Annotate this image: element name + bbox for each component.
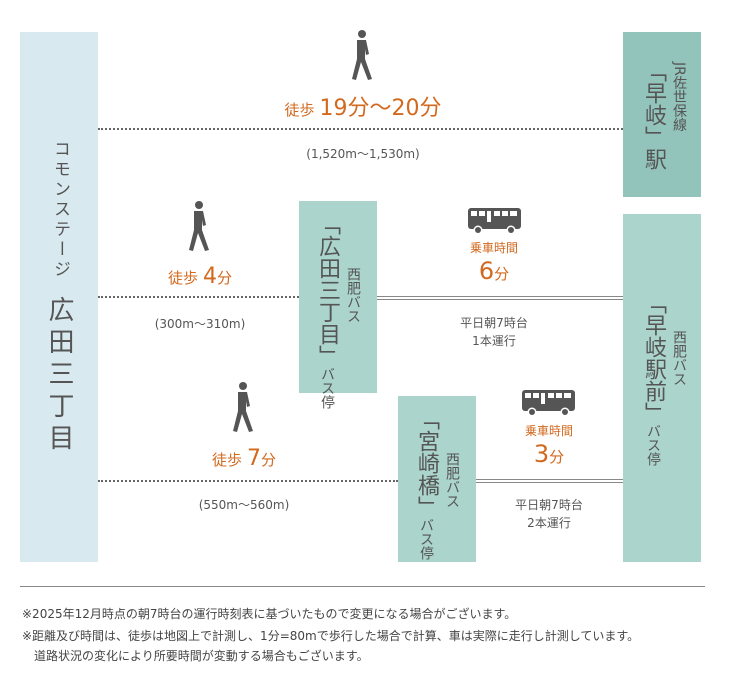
hirota-walk-time: 徒歩 4分 (168, 264, 232, 289)
hayaki-ekimae-stop-box: 「早岐駅前」バス停 西肥バス (623, 214, 701, 562)
ride-unit: 分 (494, 265, 510, 283)
jr-distance: (1,520m〜1,530m) (306, 147, 420, 161)
walk-line-jr (98, 128, 623, 130)
miyazaki-stop-name: 「宮崎橋」バス停 (410, 408, 442, 560)
miyazaki-ride-label: 乗車時間 (524, 424, 574, 438)
walk-line-hirota (98, 296, 299, 298)
miyazaki-suffix: バス停 (418, 518, 434, 560)
ekimae-name-text: 「早岐駅前」 (641, 292, 666, 424)
jr-hayaki-station-box: 「早岐」駅 JR佐世保線 (623, 32, 701, 197)
walk-line-miyazaki (98, 480, 398, 482)
hirota-distance: (300m〜310m) (154, 317, 246, 331)
footnote: 道路状況の変化により所要時間が変動する場合もございます。 (22, 649, 369, 663)
miyazaki-name-text: 「宮崎橋」 (414, 408, 439, 518)
origin-name: 広田三丁目 (44, 296, 74, 456)
bus-line-miyazaki (476, 479, 623, 483)
walk-prefix: 徒歩 (284, 101, 315, 119)
miyazaki-ride-time: 3分 (534, 440, 564, 468)
hirota-stop-box: 「広田三丁目」バス停 西肥バス (299, 201, 377, 409)
hirota-stop-name: 「広田三丁目」バス停 (311, 213, 343, 409)
walk-time-value: 19分〜20分 (319, 96, 442, 121)
ekimae-suffix: バス停 (645, 424, 661, 466)
ride-unit: 分 (549, 448, 565, 466)
schedule-line: 平日朝7時台 (460, 316, 528, 330)
origin-subtitle: コモンステージ (50, 140, 70, 280)
schedule-line: 2本運行 (527, 516, 571, 530)
schedule-line: 1本運行 (472, 334, 516, 348)
hirota-suffix: バス停 (319, 367, 335, 409)
origin-box: コモンステージ 広田三丁目 (20, 32, 98, 562)
hirota-name-text: 「広田三丁目」 (315, 213, 340, 367)
jr-walk-time: 徒歩 19分〜20分 (284, 90, 441, 122)
walking-person-icon (233, 382, 253, 432)
footnote: ※距離及び時間は、徒歩は地図上で計測し、1分=80mで歩行した場合で計算、車は実… (22, 629, 640, 643)
miyazaki-walk-time: 徒歩 7分 (212, 446, 276, 471)
ride-minutes: 6 (478, 257, 495, 285)
walk-prefix: 徒歩 (211, 451, 242, 469)
hirota-operator: 西肥バス (345, 267, 361, 323)
bus-icon (522, 390, 575, 417)
bus-line-hirota (377, 296, 623, 300)
walk-minutes: 7 (247, 446, 262, 471)
walk-unit: 分 (261, 451, 277, 469)
walk-prefix: 徒歩 (167, 269, 198, 287)
hirota-schedule: 平日朝7時台 1本運行 (460, 314, 528, 350)
miyazaki-operator: 西肥バス (444, 452, 460, 508)
footnote: ※2025年12月時点の朝7時台の運行時刻表に基づいたもので変更になる場合がござ… (22, 607, 517, 621)
bus-icon (468, 208, 521, 235)
jr-station-name: 「早岐」駅 (641, 60, 666, 170)
miyazaki-distance: (550m〜560m) (198, 498, 290, 512)
divider (20, 586, 705, 587)
miyazaki-stop-box: 「宮崎橋」バス停 西肥バス (398, 396, 476, 562)
ride-minutes: 3 (533, 440, 550, 468)
hirota-ride-time: 6分 (479, 257, 509, 285)
jr-line-name: JR佐世保線 (671, 62, 687, 132)
ekimae-stop-name: 「早岐駅前」バス停 (637, 292, 669, 466)
miyazaki-schedule: 平日朝7時台 2本運行 (515, 496, 583, 532)
ekimae-operator: 西肥バス (671, 330, 687, 386)
walking-person-icon (352, 30, 372, 80)
walking-person-icon (189, 201, 209, 251)
walk-unit: 分 (217, 269, 233, 287)
walk-minutes: 4 (203, 264, 218, 289)
hirota-ride-label: 乗車時間 (469, 241, 519, 255)
schedule-line: 平日朝7時台 (515, 498, 583, 512)
